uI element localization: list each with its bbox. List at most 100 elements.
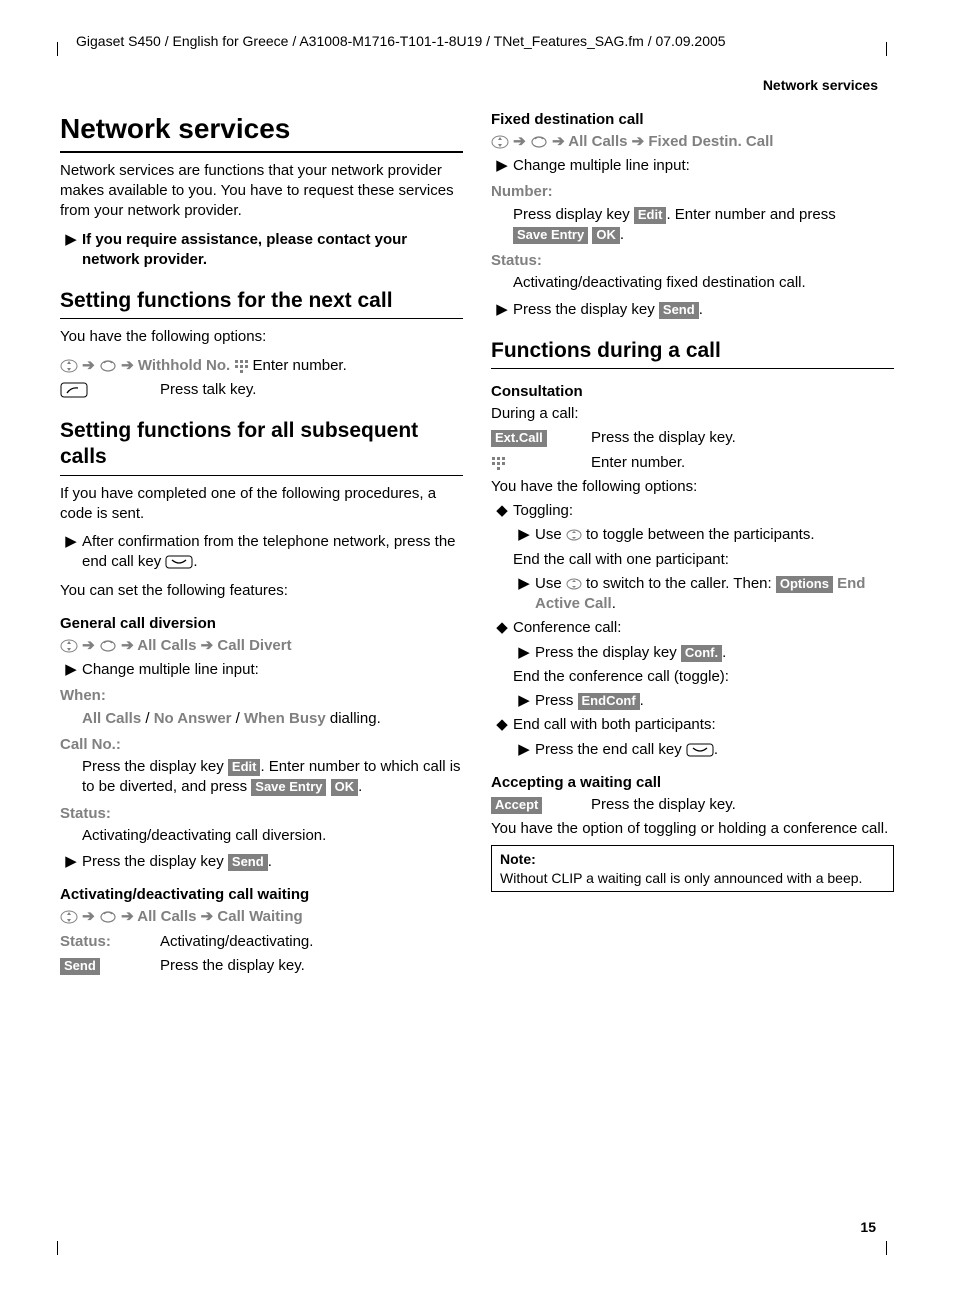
section-heading: Setting functions for all subsequent cal…	[60, 418, 463, 476]
send-softkey: Send	[60, 958, 100, 975]
crop-mark	[886, 1241, 900, 1255]
triangle-icon: ▶	[60, 230, 82, 250]
field-label: Status:	[491, 251, 894, 271]
sub-heading: Accepting a waiting call	[491, 774, 894, 791]
when-options: All Calls / No Answer / When Busy dialli…	[82, 709, 463, 729]
section-heading: Setting functions for the next call	[60, 288, 463, 319]
triangle-icon: ▶	[513, 691, 535, 711]
talk-key-icon	[60, 380, 160, 400]
right-column: Fixed destination call ➔ ➔ All Calls ➔ F…	[491, 107, 894, 980]
sub-heading: General call diversion	[60, 615, 463, 632]
menu-item: All Calls	[137, 637, 196, 654]
end-one-text: End the call with one participant:	[491, 550, 894, 570]
triangle-icon: ▶	[513, 643, 535, 663]
switch-instruction: Use to switch to the caller. Then: Optio…	[535, 574, 894, 615]
send-softkey: Send	[228, 854, 268, 871]
services-icon	[99, 359, 117, 373]
menu-item: Call Waiting	[217, 908, 302, 925]
nav-icon	[60, 359, 78, 373]
nav-updown-icon	[566, 578, 582, 590]
endconf-softkey: EndConf	[578, 693, 640, 710]
field-label: When:	[60, 686, 463, 706]
assist-note: If you require assistance, please contac…	[82, 230, 463, 271]
sub-heading: Consultation	[491, 383, 894, 400]
crop-mark	[44, 42, 58, 56]
accept-softkey-col: Accept	[491, 795, 591, 815]
keypad-icon	[234, 359, 248, 373]
after-confirm-text: After confirmation from the telephone ne…	[82, 532, 463, 573]
keypad-icon	[491, 456, 505, 470]
menu-item: All Calls	[137, 908, 196, 925]
triangle-icon: ▶	[513, 740, 535, 760]
extcall-softkey: Ext.Call	[491, 430, 547, 447]
save-entry-softkey: Save Entry	[513, 227, 588, 244]
keypad-icon-col	[491, 453, 591, 473]
menu-path-row: ➔ ➔ All Calls ➔ Fixed Destin. Call	[491, 132, 894, 152]
enter-number-text: Enter number.	[591, 453, 894, 473]
options-intro: You have the following options:	[491, 477, 894, 497]
menu-item: Withhold No.	[138, 357, 230, 374]
note-box: Note: Without CLIP a waiting call is onl…	[491, 845, 894, 891]
diamond-icon: ◆	[491, 501, 513, 521]
cw-status-text: Activating/deactivating.	[160, 932, 463, 952]
note-body: Without CLIP a waiting call is only anno…	[500, 869, 885, 887]
change-multi-text: Change multiple line input:	[82, 660, 463, 680]
status-text: Activating/deactivating fixed destinatio…	[513, 273, 894, 293]
press-endconf-text: Press EndConf.	[535, 691, 894, 711]
accept-softkey: Accept	[491, 797, 542, 814]
press-send-text: Press the display key Send.	[82, 852, 463, 872]
edit-softkey: Edit	[634, 207, 667, 224]
status-text: Activating/deactivating call diversion.	[82, 826, 463, 846]
field-label: Number:	[491, 182, 894, 202]
page-title: Network services	[60, 113, 463, 153]
nav-icon	[60, 639, 78, 653]
triangle-icon: ▶	[60, 852, 82, 872]
ok-softkey: OK	[331, 779, 359, 796]
accept-para: You have the option of toggling or holdi…	[491, 819, 894, 839]
page: Gigaset S450 / English for Greece / A310…	[0, 0, 954, 1307]
press-send-text: Press the display key Send.	[513, 300, 894, 320]
left-column: Network services Network services are fu…	[60, 107, 463, 980]
toggling-label: Toggling:	[513, 501, 894, 521]
triangle-icon: ▶	[60, 532, 82, 552]
nav-icon	[491, 135, 509, 149]
triangle-icon: ▶	[491, 156, 513, 176]
triangle-icon: ▶	[60, 660, 82, 680]
field-label: Status:	[60, 932, 160, 952]
save-entry-softkey: Save Entry	[251, 779, 326, 796]
end-both-label: End call with both participants:	[513, 715, 894, 735]
send-softkey-col: Send	[60, 956, 160, 976]
field-label: Call No.:	[60, 735, 463, 755]
subseq-intro: If you have completed one of the followi…	[60, 484, 463, 525]
conf-softkey: Conf.	[681, 645, 722, 662]
crop-mark	[44, 1241, 58, 1255]
triangle-icon: ▶	[491, 300, 513, 320]
end-call-icon	[165, 555, 193, 569]
menu-item: Call Divert	[217, 637, 291, 654]
services-icon	[99, 639, 117, 653]
triangle-icon: ▶	[513, 574, 535, 594]
page-number: 15	[860, 1219, 876, 1235]
sub-heading: Activating/deactivating call waiting	[60, 886, 463, 903]
diamond-icon: ◆	[491, 618, 513, 638]
toggle-instruction: Use to toggle between the participants.	[535, 525, 894, 545]
nav-icon	[60, 910, 78, 924]
triangle-icon: ▶	[513, 525, 535, 545]
end-conf-text: End the conference call (toggle):	[491, 667, 894, 687]
accept-text: Press the display key.	[591, 795, 894, 815]
section-heading: Functions during a call	[491, 338, 894, 369]
note-title: Note:	[500, 850, 885, 868]
press-end-call-text: Press the end call key .	[535, 740, 894, 760]
extcall-softkey-col: Ext.Call	[491, 428, 591, 448]
press-display-text: Press the display key.	[591, 428, 894, 448]
options-softkey: Options	[776, 576, 833, 593]
menu-path-row: ➔ ➔ All Calls ➔ Call Waiting	[60, 907, 463, 927]
change-multi-text: Change multiple line input:	[513, 156, 894, 176]
crop-mark	[886, 42, 900, 56]
ok-softkey: OK	[592, 227, 620, 244]
menu-path-row: ➔ ➔ All Calls ➔ Call Divert	[60, 636, 463, 656]
menu-item: Fixed Destin. Call	[648, 133, 773, 150]
intro-para: Network services are functions that your…	[60, 161, 463, 222]
services-icon	[99, 910, 117, 924]
callno-instructions: Press the display key Edit. Enter number…	[82, 757, 463, 798]
